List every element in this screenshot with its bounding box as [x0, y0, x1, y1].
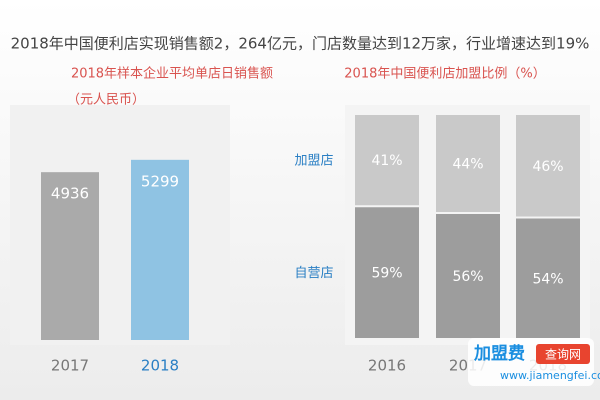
x-tick-label: 2016	[368, 357, 406, 375]
data-label: 4936	[51, 185, 89, 203]
bar-segment	[355, 207, 419, 338]
chart-title: 2018年中国便利店加盟比例（%）	[344, 67, 545, 82]
watermark-url: www.jiamengfei.com	[500, 369, 600, 382]
legend-label: 加盟店	[294, 154, 333, 169]
watermark: 加盟费 查询网 www.jiamengfei.com	[468, 338, 600, 386]
legend-label: 自营店	[294, 266, 333, 281]
bar-segment	[436, 115, 500, 212]
bar	[41, 172, 99, 340]
watermark-brand: 加盟费	[473, 343, 525, 364]
x-tick-label: 2018	[141, 357, 179, 375]
x-tick-label: 2017	[51, 357, 89, 375]
watermark-tag-bg	[536, 344, 590, 364]
bar-segment	[516, 218, 580, 338]
bar	[131, 159, 189, 340]
data-label: 5299	[141, 172, 179, 190]
bar-segment	[355, 115, 419, 206]
watermark-tag: 查询网	[545, 348, 581, 362]
chart-title: 2018年样本企业平均单店日销售额	[71, 66, 273, 82]
data-label: 44%	[452, 157, 483, 173]
data-label: 46%	[532, 159, 563, 175]
bar-segment	[516, 115, 580, 217]
data-label: 54%	[532, 271, 563, 287]
data-label: 59%	[371, 266, 402, 282]
chart-subtitle: （元人民币）	[67, 93, 145, 108]
data-label: 56%	[452, 269, 483, 285]
data-label: 41%	[371, 153, 402, 169]
bar-segment	[436, 214, 500, 338]
page-title: 2018年中国便利店实现销售额2，264亿元，门店数量达到12万家，行业增速达到…	[11, 35, 590, 53]
